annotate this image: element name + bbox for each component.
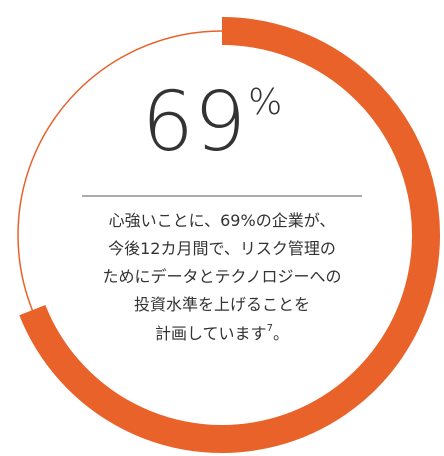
caption-line: ためにデータとテクノロジーへの: [102, 267, 341, 286]
caption-line: 心強いことに、69%の企業が、: [109, 211, 336, 230]
big-value: 69%: [142, 75, 283, 170]
progress-arc: [19, 17, 440, 453]
caption-last: 計画しています7。: [155, 323, 289, 343]
value-unit: %: [248, 82, 282, 123]
value-number: 69: [142, 75, 246, 170]
footnote-ref: 7: [267, 323, 273, 334]
caption-line: 今後12カ月間で、リスク管理の: [108, 239, 336, 258]
caption-last-text: 計画しています: [155, 324, 267, 343]
caption-end: 。: [273, 324, 289, 343]
caption-line: 投資水準を上げることを: [134, 295, 310, 314]
